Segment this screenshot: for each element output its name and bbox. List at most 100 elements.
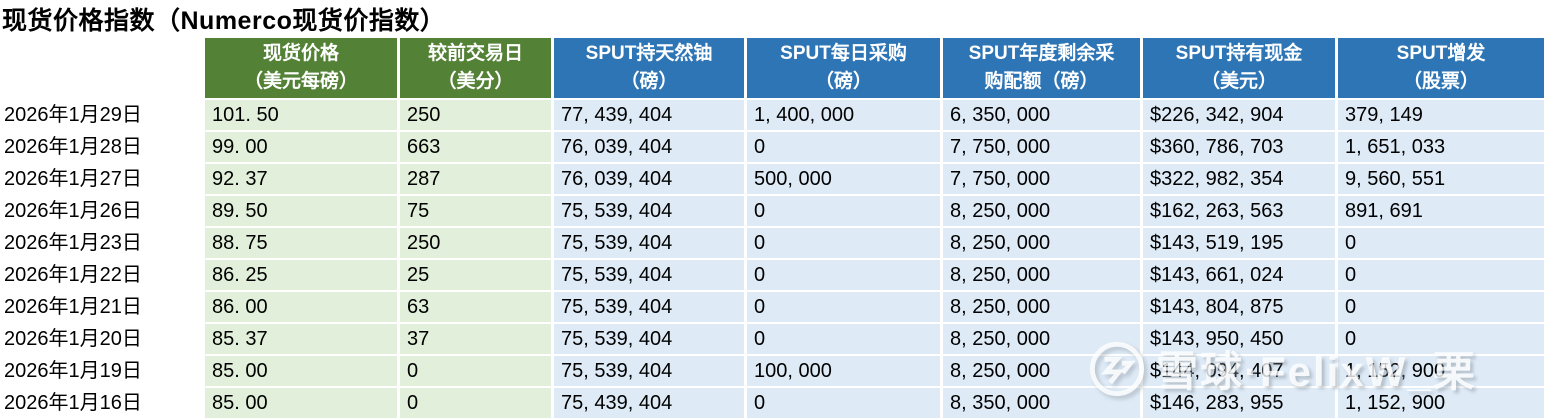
- header-line: SPUT持有现金: [1175, 43, 1303, 64]
- cell-change-vs-prev-day: 250: [400, 228, 551, 258]
- cell-spot-price: 92. 37: [205, 164, 397, 194]
- date-cell: 2026年1月29日: [4, 104, 142, 126]
- cell-sput-share-issuance: 0: [1338, 292, 1544, 322]
- cell-change-vs-prev-day: 63: [400, 292, 551, 322]
- cell-sput-share-issuance: 0: [1338, 228, 1544, 258]
- cell-sput-share-issuance: 1, 651, 033: [1338, 132, 1544, 162]
- date-cell: 2026年1月28日: [4, 136, 142, 158]
- date-cell: 2026年1月19日: [4, 360, 142, 382]
- cell-change-vs-prev-day: 287: [400, 164, 551, 194]
- header-line: （磅）: [620, 71, 678, 92]
- cell-sput-share-issuance: 0: [1338, 260, 1544, 290]
- cell-sput-uranium-lbs: 75, 539, 404: [554, 260, 744, 290]
- cell-sput-cash-usd: $360, 786, 703: [1143, 132, 1335, 162]
- corner-cell: [0, 38, 202, 98]
- page-title: 现货价格指数（Numerco现货价指数）: [2, 7, 446, 35]
- date-cell: 2026年1月22日: [4, 264, 142, 286]
- header-sput-uranium-lbs: SPUT持天然铀 （磅）: [554, 38, 744, 98]
- cell-change-vs-prev-day: 25: [400, 260, 551, 290]
- header-sput-share-issuance: SPUT增发 （股票）: [1338, 38, 1544, 98]
- cell-spot-price: 85. 00: [205, 388, 397, 418]
- cell-sput-daily-purchase-lbs: 0: [747, 132, 940, 162]
- cell-change-vs-prev-day: 37: [400, 324, 551, 354]
- cell-sput-cash-usd: $162, 263, 563: [1143, 196, 1335, 226]
- spot-price-table: 现货价格 （美元每磅） 较前交易日 （美分） SPUT持天然铀 （磅） SPUT每日采购 （磅…: [0, 38, 1544, 418]
- header-line: （股票）: [1402, 71, 1479, 92]
- cell-sput-annual-remaining-quota-lbs: 8, 250, 000: [943, 196, 1140, 226]
- cell-sput-cash-usd: $143, 519, 195: [1143, 228, 1335, 258]
- cell-sput-uranium-lbs: 75, 539, 404: [554, 356, 744, 386]
- cell-sput-cash-usd: $143, 950, 450: [1143, 324, 1335, 354]
- cell-sput-annual-remaining-quota-lbs: 7, 750, 000: [943, 132, 1140, 162]
- cell-spot-price: 85. 00: [205, 356, 397, 386]
- cell-sput-uranium-lbs: 75, 539, 404: [554, 324, 744, 354]
- cell-sput-annual-remaining-quota-lbs: 8, 250, 000: [943, 292, 1140, 322]
- cell-sput-uranium-lbs: 76, 039, 404: [554, 132, 744, 162]
- header-line: 较前交易日: [427, 43, 523, 64]
- cell-sput-uranium-lbs: 75, 539, 404: [554, 196, 744, 226]
- header-sput-annual-remaining-quota-lbs: SPUT年度剩余采 购配额（磅）: [943, 38, 1140, 98]
- cell-spot-price: 85. 37: [205, 324, 397, 354]
- cell-sput-cash-usd: $322, 982, 354: [1143, 164, 1335, 194]
- cell-sput-uranium-lbs: 75, 439, 404: [554, 388, 744, 418]
- cell-sput-daily-purchase-lbs: 0: [747, 260, 940, 290]
- cell-sput-share-issuance: 379, 149: [1338, 100, 1544, 130]
- cell-sput-annual-remaining-quota-lbs: 6, 350, 000: [943, 100, 1140, 130]
- cell-sput-annual-remaining-quota-lbs: 7, 750, 000: [943, 164, 1140, 194]
- cell-sput-cash-usd: $146, 283, 955: [1143, 388, 1335, 418]
- cell-sput-share-issuance: 9, 560, 551: [1338, 164, 1544, 194]
- cell-sput-share-issuance: 1, 152, 900: [1338, 356, 1544, 386]
- cell-sput-annual-remaining-quota-lbs: 8, 250, 000: [943, 228, 1140, 258]
- date-cell: 2026年1月16日: [4, 392, 142, 414]
- cell-sput-daily-purchase-lbs: 0: [747, 228, 940, 258]
- cell-sput-share-issuance: 0: [1338, 324, 1544, 354]
- cell-spot-price: 101. 50: [205, 100, 397, 130]
- cell-change-vs-prev-day: 663: [400, 132, 551, 162]
- cell-sput-annual-remaining-quota-lbs: 8, 250, 000: [943, 260, 1140, 290]
- cell-spot-price: 89. 50: [205, 196, 397, 226]
- date-cell: 2026年1月21日: [4, 296, 142, 318]
- cell-spot-price: 99. 00: [205, 132, 397, 162]
- header-line: （磅）: [814, 71, 872, 92]
- cell-spot-price: 86. 00: [205, 292, 397, 322]
- cell-sput-cash-usd: $144, 094, 407: [1143, 356, 1335, 386]
- cell-sput-uranium-lbs: 75, 539, 404: [554, 228, 744, 258]
- cell-sput-daily-purchase-lbs: 0: [747, 324, 940, 354]
- header-line: （美分）: [437, 71, 514, 92]
- cell-sput-uranium-lbs: 77, 439, 404: [554, 100, 744, 130]
- header-line: 购配额（磅）: [984, 71, 1099, 92]
- date-cell: 2026年1月23日: [4, 232, 142, 254]
- cell-change-vs-prev-day: 250: [400, 100, 551, 130]
- cell-sput-daily-purchase-lbs: 0: [747, 388, 940, 418]
- cell-sput-cash-usd: $226, 342, 904: [1143, 100, 1335, 130]
- cell-sput-uranium-lbs: 76, 039, 404: [554, 164, 744, 194]
- header-sput-daily-purchase-lbs: SPUT每日采购 （磅）: [747, 38, 940, 98]
- date-cell: 2026年1月20日: [4, 328, 142, 350]
- cell-sput-share-issuance: 1, 152, 900: [1338, 388, 1544, 418]
- cell-sput-daily-purchase-lbs: 0: [747, 196, 940, 226]
- cell-spot-price: 86. 25: [205, 260, 397, 290]
- cell-sput-daily-purchase-lbs: 500, 000: [747, 164, 940, 194]
- cell-sput-uranium-lbs: 75, 539, 404: [554, 292, 744, 322]
- cell-sput-annual-remaining-quota-lbs: 8, 250, 000: [943, 324, 1140, 354]
- cell-sput-annual-remaining-quota-lbs: 8, 250, 000: [943, 356, 1140, 386]
- header-line: 现货价格: [262, 43, 339, 64]
- cell-spot-price: 88. 75: [205, 228, 397, 258]
- header-line: SPUT年度剩余采: [968, 43, 1115, 64]
- cell-sput-daily-purchase-lbs: 100, 000: [747, 356, 940, 386]
- date-cell: 2026年1月26日: [4, 200, 142, 222]
- header-line: （美元每磅）: [243, 71, 358, 92]
- header-line: SPUT每日采购: [780, 43, 907, 64]
- cell-sput-annual-remaining-quota-lbs: 8, 350, 000: [943, 388, 1140, 418]
- cell-sput-share-issuance: 891, 691: [1338, 196, 1544, 226]
- cell-change-vs-prev-day: 75: [400, 196, 551, 226]
- date-cell: 2026年1月27日: [4, 168, 142, 190]
- header-spot-price: 现货价格 （美元每磅）: [205, 38, 397, 98]
- cell-sput-daily-purchase-lbs: 1, 400, 000: [747, 100, 940, 130]
- header-line: SPUT持天然铀: [585, 43, 713, 64]
- header-line: （美元）: [1200, 71, 1277, 92]
- cell-change-vs-prev-day: 0: [400, 388, 551, 418]
- cell-sput-daily-purchase-lbs: 0: [747, 292, 940, 322]
- cell-change-vs-prev-day: 0: [400, 356, 551, 386]
